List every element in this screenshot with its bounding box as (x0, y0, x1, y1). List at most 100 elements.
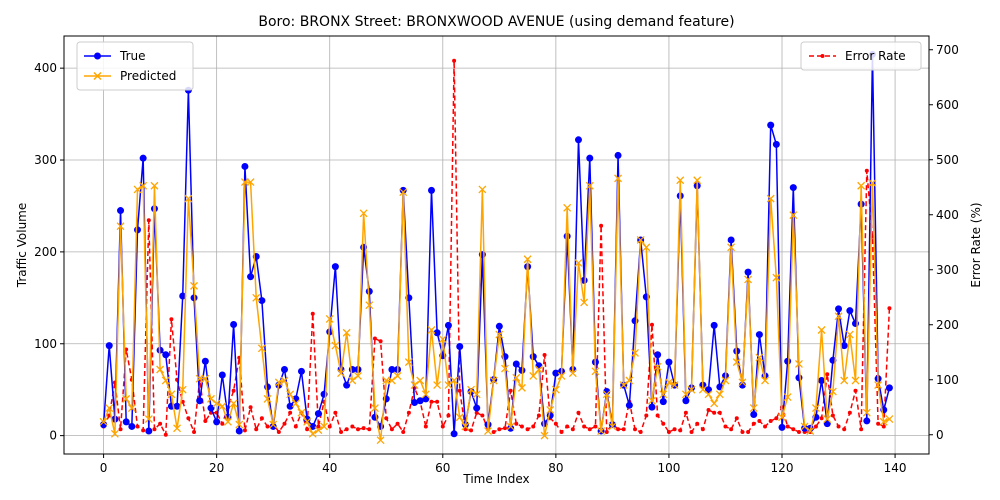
data-point (655, 413, 660, 418)
data-point (834, 312, 843, 321)
data-point (621, 427, 626, 432)
data-point (676, 176, 685, 185)
legend-predicted-label: Predicted (120, 69, 176, 83)
data-point (110, 429, 119, 438)
data-point (574, 136, 582, 144)
data-point (823, 415, 832, 424)
data-point (614, 174, 623, 183)
data-point (264, 383, 272, 391)
data-point (489, 376, 498, 385)
y2-tick-label: 300 (936, 263, 959, 277)
data-point (633, 427, 638, 432)
data-point (384, 416, 389, 421)
data-point (563, 203, 572, 212)
data-point (303, 417, 312, 426)
data-point (310, 311, 315, 316)
data-point (167, 390, 176, 399)
data-point (614, 151, 622, 159)
data-point (169, 317, 174, 322)
data-point (246, 178, 255, 187)
data-point (540, 431, 549, 440)
data-point (203, 419, 208, 423)
data-point (885, 415, 894, 424)
y-tick-label: 0 (49, 429, 57, 443)
data-point (712, 410, 717, 415)
data-point (698, 385, 707, 394)
data-point (314, 410, 322, 418)
data-point (399, 186, 407, 194)
data-point (350, 424, 355, 429)
data-point (446, 413, 451, 418)
data-point (681, 390, 690, 399)
data-point (519, 424, 524, 429)
data-point (145, 427, 153, 435)
data-point (282, 421, 287, 426)
data-point (190, 281, 198, 290)
data-point (695, 421, 700, 426)
data-point (416, 376, 425, 385)
y2-tick-label: 500 (936, 153, 959, 167)
data-point (276, 430, 281, 434)
data-point (638, 430, 643, 434)
data-point (813, 424, 818, 429)
data-point (795, 360, 803, 368)
data-point (755, 331, 763, 339)
data-point (789, 211, 798, 220)
data-point (150, 181, 159, 190)
data-point (853, 388, 858, 393)
data-point (450, 376, 459, 385)
data-point (201, 357, 209, 365)
data-point (531, 424, 536, 429)
legend-error-marker (820, 54, 825, 58)
data-point (252, 293, 261, 302)
data-point (367, 427, 372, 432)
data-point (746, 430, 751, 434)
data-point (235, 427, 243, 435)
data-point (842, 427, 847, 432)
data-point (565, 424, 570, 429)
data-point (173, 402, 181, 410)
data-point (257, 344, 266, 353)
data-point (229, 399, 238, 408)
data-point (297, 408, 306, 417)
data-point (761, 376, 770, 385)
y2-tick-label: 100 (936, 373, 959, 387)
data-point (297, 367, 305, 375)
chart-title: Boro: BRONX Street: BRONXWOOD AVENUE (us… (258, 14, 734, 30)
legend-left-box (76, 41, 194, 91)
data-point (552, 369, 560, 377)
data-point (218, 402, 227, 411)
data-point (212, 399, 221, 408)
data-point (817, 326, 826, 334)
data-point (664, 378, 673, 387)
data-point (887, 306, 892, 311)
data-point (241, 162, 249, 170)
data-point (845, 330, 854, 339)
x-tick-label: 140 (884, 461, 907, 475)
data-point (427, 186, 435, 194)
data-point (791, 427, 796, 432)
data-point (308, 429, 317, 438)
data-point (602, 390, 611, 399)
data-point (293, 424, 298, 429)
data-point (830, 413, 835, 418)
data-point (339, 430, 344, 434)
data-point (343, 381, 351, 389)
data-point (772, 273, 781, 282)
data-point (372, 336, 377, 341)
data-point (258, 297, 266, 305)
data-point (461, 422, 470, 431)
legend-true-label: True (119, 49, 146, 63)
data-point (857, 181, 866, 190)
data-point (254, 427, 259, 432)
data-point (744, 275, 753, 284)
data-point (421, 390, 430, 399)
data-point (582, 424, 587, 429)
data-point (478, 185, 487, 194)
data-point (404, 358, 413, 367)
data-point (280, 365, 288, 373)
data-point (732, 358, 741, 367)
data-point (433, 381, 442, 390)
data-point (388, 365, 396, 373)
